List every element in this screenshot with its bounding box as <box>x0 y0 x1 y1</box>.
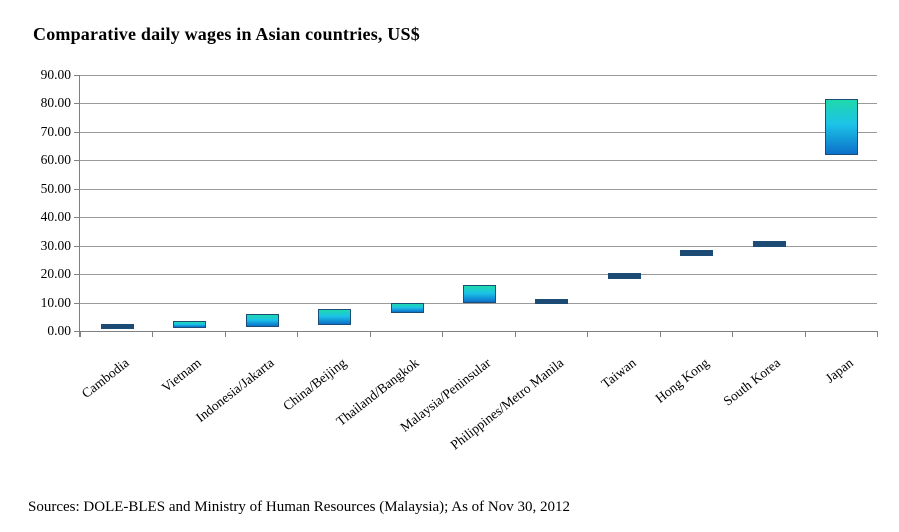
gridline <box>80 160 877 161</box>
x-category-label: China/Beijing <box>279 355 349 414</box>
gridline <box>80 217 877 218</box>
y-axis-tick <box>74 274 80 275</box>
x-category-label: Taiwan <box>598 355 639 392</box>
wage-bar-philippines-metro-manila <box>535 299 568 304</box>
y-axis-tick-label: 90.00 <box>40 67 71 82</box>
x-category-label: Vietnam <box>158 355 204 395</box>
y-axis-tick <box>74 303 80 304</box>
x-axis-tick <box>587 331 588 337</box>
x-category-label: Cambodia <box>78 355 132 401</box>
wage-bar-south-korea <box>753 241 786 247</box>
x-axis-tick <box>877 331 878 337</box>
gridline <box>80 132 877 133</box>
x-axis-tick <box>515 331 516 337</box>
x-category-label: South Korea <box>720 355 784 409</box>
y-axis-tick <box>74 160 80 161</box>
gridline <box>80 303 877 304</box>
x-axis-tick <box>152 331 153 337</box>
x-axis-tick <box>732 331 733 337</box>
gridline <box>80 103 877 104</box>
y-axis-tick-label: 10.00 <box>40 295 71 310</box>
y-axis-tick-label: 50.00 <box>40 181 71 196</box>
wage-bar-vietnam <box>173 321 206 328</box>
y-axis-tick <box>74 331 80 332</box>
y-axis-tick <box>74 217 80 218</box>
x-category-label: Japan <box>822 355 857 386</box>
y-axis-tick-label: 70.00 <box>40 124 71 139</box>
y-axis-line <box>79 75 80 337</box>
gridline <box>80 75 877 76</box>
wage-bar-hong-kong <box>680 250 713 256</box>
wage-bar-china-beijing <box>318 309 351 325</box>
x-axis-tick <box>225 331 226 337</box>
y-axis-tick-label: 20.00 <box>40 266 71 281</box>
y-axis-tick-label: 60.00 <box>40 152 71 167</box>
source-note: Sources: DOLE-BLES and Ministry of Human… <box>28 499 571 515</box>
gridline <box>80 189 877 190</box>
gridline <box>80 246 877 247</box>
y-axis-tick-label: 80.00 <box>40 95 71 110</box>
gridline <box>80 274 877 275</box>
x-axis-tick <box>80 331 81 337</box>
wage-bar-taiwan <box>608 273 641 279</box>
x-category-label: Indonesia/Jakarta <box>192 355 277 425</box>
wage-bar-japan <box>825 99 858 155</box>
wage-bar-cambodia <box>101 324 134 329</box>
y-axis-tick <box>74 103 80 104</box>
x-axis-tick <box>297 331 298 337</box>
y-axis-tick <box>74 132 80 133</box>
x-category-label: Hong Kong <box>651 355 712 406</box>
y-axis-tick-label: 30.00 <box>40 238 71 253</box>
y-axis-tick <box>74 189 80 190</box>
x-axis-tick <box>660 331 661 337</box>
x-axis-tick <box>370 331 371 337</box>
y-axis-tick <box>74 246 80 247</box>
x-axis-line <box>80 331 877 332</box>
x-axis-tick <box>805 331 806 337</box>
wage-bar-malaysia-peninsular <box>463 285 496 303</box>
y-axis-tick <box>74 75 80 76</box>
y-axis-tick-label: 0.00 <box>47 323 71 338</box>
wage-bar-thailand-bangkok <box>391 303 424 313</box>
x-axis-tick <box>442 331 443 337</box>
wage-bar-indonesia-jakarta <box>246 314 279 327</box>
y-axis-tick-label: 40.00 <box>40 209 71 224</box>
chart-title: Comparative daily wages in Asian countri… <box>33 24 420 44</box>
